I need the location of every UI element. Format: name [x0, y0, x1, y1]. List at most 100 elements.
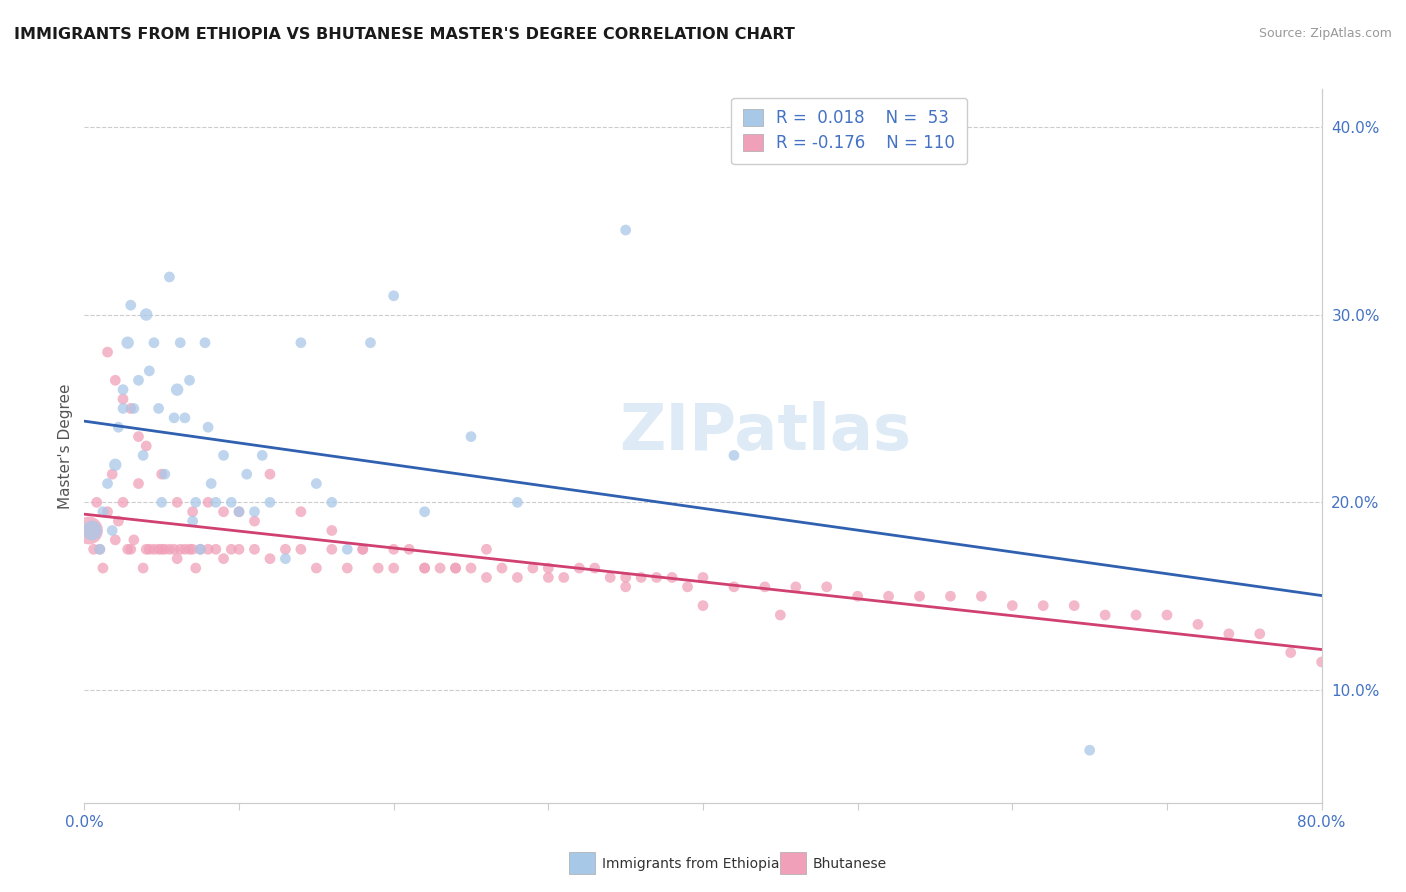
Point: [460, 429, 482, 443]
Point: [97, 476, 120, 491]
Point: [630, 570, 652, 584]
Point: [97, 505, 120, 519]
Point: [104, 373, 127, 387]
Point: [128, 373, 150, 387]
Point: [274, 542, 297, 557]
Point: [122, 401, 145, 416]
Point: [200, 476, 222, 491]
Point: [583, 561, 606, 575]
Point: [221, 542, 243, 557]
Point: [413, 505, 436, 519]
Point: [169, 335, 191, 350]
Point: [1032, 599, 1054, 613]
Point: [159, 270, 181, 285]
Point: [321, 542, 343, 557]
Point: [179, 542, 201, 557]
Point: [259, 467, 281, 482]
Point: [148, 401, 170, 416]
Point: [1310, 655, 1333, 669]
Point: [181, 514, 204, 528]
Point: [101, 524, 124, 538]
Point: [212, 505, 235, 519]
Point: [179, 373, 201, 387]
Point: [398, 542, 420, 557]
Point: [290, 335, 312, 350]
Text: Source: ZipAtlas.com: Source: ZipAtlas.com: [1258, 27, 1392, 40]
Point: [321, 495, 343, 509]
Point: [163, 542, 186, 557]
Point: [148, 542, 170, 557]
Point: [197, 495, 219, 509]
Point: [150, 495, 173, 509]
Point: [107, 420, 129, 434]
Text: IMMIGRANTS FROM ETHIOPIA VS BHUTANESE MASTER'S DEGREE CORRELATION CHART: IMMIGRANTS FROM ETHIOPIA VS BHUTANESE MA…: [14, 27, 794, 42]
Point: [82, 524, 104, 538]
Point: [382, 542, 405, 557]
Point: [169, 542, 191, 557]
Point: [1187, 617, 1209, 632]
Point: [159, 542, 181, 557]
Point: [336, 542, 359, 557]
Point: [475, 570, 498, 584]
Point: [174, 542, 197, 557]
Point: [135, 308, 157, 322]
Point: [723, 449, 745, 463]
Point: [305, 476, 328, 491]
Point: [188, 542, 212, 557]
Point: [429, 561, 451, 575]
Point: [101, 467, 124, 482]
Point: [537, 561, 560, 575]
Point: [184, 495, 207, 509]
Point: [1094, 607, 1116, 622]
Point: [143, 335, 166, 350]
Point: [243, 505, 266, 519]
Point: [174, 410, 197, 425]
Point: [166, 495, 188, 509]
Point: [352, 542, 374, 557]
Point: [120, 298, 142, 312]
Point: [153, 542, 176, 557]
Point: [1249, 627, 1271, 641]
Point: [205, 542, 228, 557]
Point: [120, 542, 142, 557]
Point: [1078, 743, 1101, 757]
Point: [661, 570, 683, 584]
Point: [132, 561, 155, 575]
Point: [599, 570, 621, 584]
Point: [153, 467, 176, 482]
Point: [614, 580, 637, 594]
Point: [122, 533, 145, 547]
Point: [491, 561, 513, 575]
Point: [1218, 627, 1240, 641]
Point: [150, 467, 173, 482]
Point: [117, 335, 139, 350]
Point: [1125, 607, 1147, 622]
Point: [236, 467, 259, 482]
Point: [128, 429, 150, 443]
Point: [259, 495, 281, 509]
Point: [89, 542, 111, 557]
Point: [197, 542, 219, 557]
Point: [135, 439, 157, 453]
Point: [413, 561, 436, 575]
Point: [1156, 607, 1178, 622]
Point: [83, 542, 105, 557]
Point: [475, 542, 498, 557]
Point: [970, 589, 993, 603]
Text: Immigrants from Ethiopia: Immigrants from Ethiopia: [602, 857, 779, 871]
Point: [252, 449, 274, 463]
Y-axis label: Master's Degree: Master's Degree: [58, 384, 73, 508]
Point: [132, 449, 155, 463]
Point: [1279, 646, 1302, 660]
Point: [243, 514, 266, 528]
Point: [382, 289, 405, 303]
Point: [166, 383, 188, 397]
Point: [91, 505, 114, 519]
Point: [112, 383, 135, 397]
Point: [143, 542, 166, 557]
Point: [692, 599, 714, 613]
Point: [769, 607, 792, 622]
Point: [785, 580, 807, 594]
Point: [877, 589, 900, 603]
Point: [212, 449, 235, 463]
